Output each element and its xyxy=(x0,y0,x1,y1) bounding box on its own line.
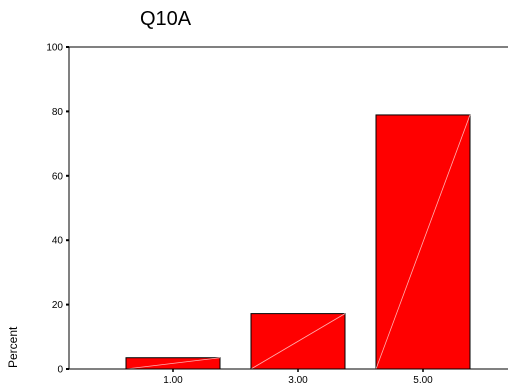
y-axis-ticks: 0 20 40 60 80 100 xyxy=(46,43,69,376)
x-axis-ticks: 1.00 3.00 5.00 xyxy=(163,369,433,386)
bar-diagonal-highlight xyxy=(375,114,471,370)
y-tick-label: 100 xyxy=(46,43,63,54)
bars-group xyxy=(125,114,471,370)
x-tick-label: 5.00 xyxy=(413,375,433,386)
y-tick-label: 40 xyxy=(52,236,64,247)
y-tick-label: 0 xyxy=(57,365,63,376)
bar-diagonal-highlight xyxy=(125,357,221,370)
chart-title: Q10A xyxy=(140,8,192,30)
y-axis-label: Percent xyxy=(6,326,20,368)
bar-diagonal-highlight xyxy=(250,313,346,370)
x-tick-label: 1.00 xyxy=(163,375,183,386)
y-tick-label: 80 xyxy=(52,107,64,118)
y-tick-label: 20 xyxy=(52,300,64,311)
x-tick-label: 3.00 xyxy=(288,375,308,386)
y-tick-label: 60 xyxy=(52,171,64,182)
